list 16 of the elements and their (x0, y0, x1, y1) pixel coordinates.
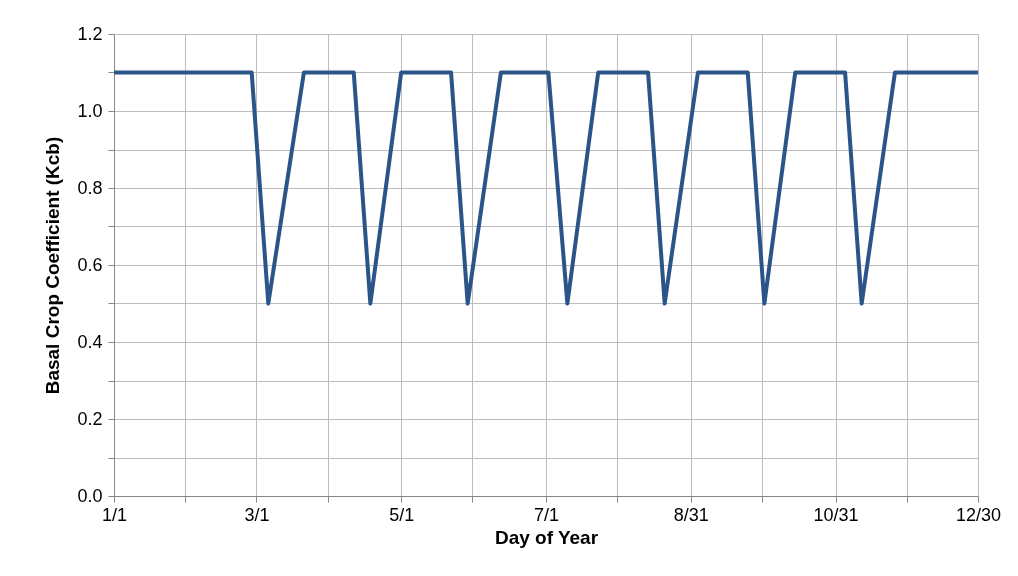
y-tick-label: 0.4 (77, 331, 103, 352)
x-tick-label: 12/30 (955, 504, 1002, 525)
x-tick-label: 10/31 (813, 504, 859, 525)
x-axis-title: Day of Year (494, 526, 599, 548)
y-tick-label: 1.2 (77, 23, 103, 44)
y-tick-label: 1.0 (77, 100, 103, 121)
y-axis-title: Basal Crop Coefficient (Kcb) (42, 136, 64, 395)
x-tick-label: 8/31 (673, 504, 709, 525)
y-tick-label: 0.6 (77, 254, 103, 275)
y-tick-label: 0.8 (77, 177, 103, 198)
y-tick-label: 0.2 (77, 408, 103, 429)
x-tick-label: 3/1 (244, 504, 270, 525)
x-tick-label: 7/1 (533, 504, 560, 525)
y-tick-label: 0.0 (77, 485, 103, 506)
x-tick-label: 5/1 (389, 504, 415, 525)
x-tick-label: 1/1 (101, 504, 128, 525)
